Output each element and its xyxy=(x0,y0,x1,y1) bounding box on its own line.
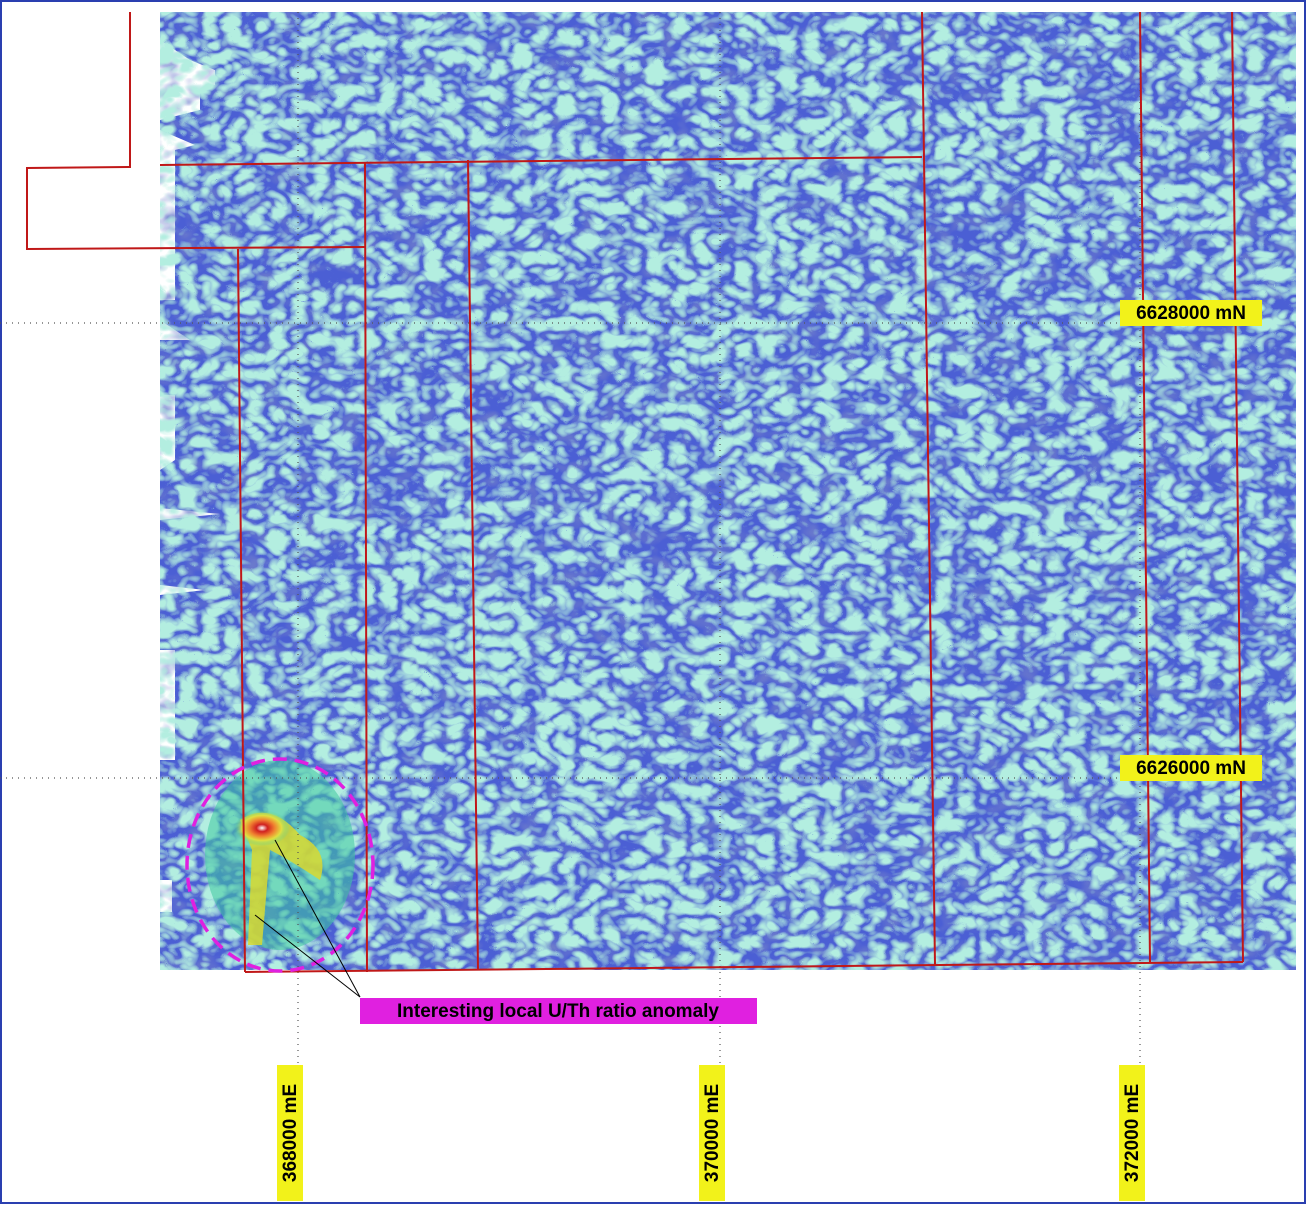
anomaly-ring xyxy=(185,757,375,973)
leader-line xyxy=(254,914,361,998)
boundary xyxy=(1231,11,1244,963)
easting-label: 370000 mE xyxy=(702,1084,723,1182)
easting-label: 368000 mE xyxy=(280,1084,301,1182)
label-bg xyxy=(1120,755,1262,781)
boundary xyxy=(467,159,479,971)
boundary xyxy=(1139,11,1151,963)
label-bg xyxy=(277,1065,303,1201)
leader-line xyxy=(274,839,361,998)
northing-label: 6628000 mN xyxy=(1136,303,1246,324)
boundaries xyxy=(26,11,1244,973)
label-bg xyxy=(699,1065,725,1201)
raster xyxy=(160,12,1296,970)
anomaly-core xyxy=(234,810,290,846)
boundary xyxy=(244,961,1244,973)
label-bg xyxy=(1120,300,1262,326)
northing-label: 6626000 mN xyxy=(1136,758,1246,779)
easting-label: 372000 mE xyxy=(1122,1084,1143,1182)
boundary xyxy=(26,12,366,251)
grid xyxy=(0,12,1141,1065)
annotation: Interesting local U/Th ratio anomaly xyxy=(397,1001,719,1022)
boundary xyxy=(921,11,936,966)
label-bg xyxy=(1119,1065,1145,1201)
label-bg xyxy=(360,998,757,1024)
boundary xyxy=(159,156,923,166)
boundary xyxy=(364,161,368,973)
boundary xyxy=(237,248,246,973)
